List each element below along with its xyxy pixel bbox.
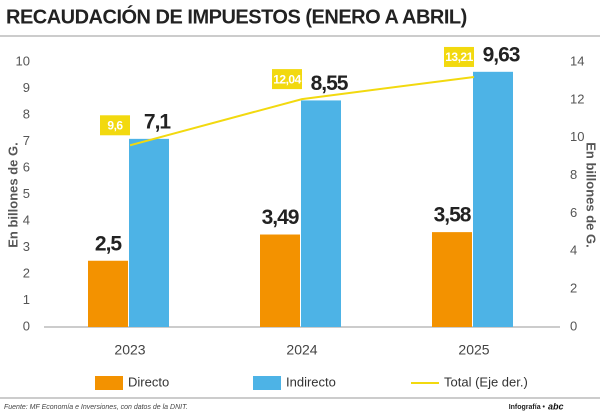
y2-axis-label: En billones de G. bbox=[584, 142, 599, 247]
y-tick-label: 8 bbox=[23, 106, 30, 121]
y2-tick-label: 6 bbox=[570, 205, 577, 220]
bar bbox=[260, 234, 300, 327]
y2-tick-label: 12 bbox=[570, 91, 584, 106]
y-tick-label: 0 bbox=[23, 318, 30, 333]
bar bbox=[432, 232, 472, 327]
label-box bbox=[272, 69, 302, 90]
value-label: 8,55 bbox=[311, 72, 349, 95]
x-tick-label: 2025 bbox=[458, 342, 489, 358]
bar bbox=[88, 260, 128, 327]
y-axis-label: En billones de G. bbox=[5, 142, 20, 247]
logo: abc bbox=[548, 401, 564, 411]
y2-tick-label: 2 bbox=[570, 281, 577, 296]
y-tick-label: 7 bbox=[23, 133, 30, 148]
credit: Infografía • bbox=[509, 404, 546, 411]
value-label: 7,1 bbox=[144, 110, 172, 133]
legend-swatch bbox=[253, 376, 281, 390]
y-tick-label: 6 bbox=[23, 159, 30, 174]
value-label: 3,58 bbox=[434, 204, 472, 227]
y2-tick-label: 8 bbox=[570, 167, 577, 182]
bar bbox=[301, 100, 341, 327]
y2-tick-label: 14 bbox=[570, 53, 584, 68]
legend-label: Indirecto bbox=[286, 374, 336, 389]
x-tick-label: 2023 bbox=[114, 342, 145, 358]
y-tick-label: 9 bbox=[23, 80, 30, 95]
chart-title: RECAUDACIÓN DE IMPUESTOS (ENERO A ABRIL) bbox=[6, 4, 467, 28]
y2-tick-label: 0 bbox=[570, 318, 577, 333]
y-tick-label: 3 bbox=[23, 239, 30, 254]
source: Fuente: MF Economía e Inversiones, con d… bbox=[4, 404, 188, 411]
y-tick-label: 1 bbox=[23, 292, 30, 307]
y2-tick-label: 10 bbox=[570, 129, 584, 144]
total-line bbox=[129, 75, 475, 147]
legend-label: Directo bbox=[128, 374, 169, 389]
legend-label: Total (Eje der.) bbox=[444, 374, 528, 389]
y2-tick-label: 4 bbox=[570, 243, 577, 258]
bar bbox=[129, 138, 169, 327]
y-tick-label: 2 bbox=[23, 265, 30, 280]
y-tick-label: 10 bbox=[16, 53, 30, 68]
bar bbox=[473, 71, 513, 328]
y-tick-label: 4 bbox=[23, 212, 30, 227]
value-label: 9,63 bbox=[483, 43, 520, 66]
x-tick-label: 2024 bbox=[286, 342, 317, 358]
label-box bbox=[100, 115, 130, 136]
legend-swatch bbox=[95, 376, 123, 390]
value-label: 12,04 bbox=[273, 72, 301, 86]
label-box bbox=[444, 46, 474, 67]
value-label: 3,49 bbox=[262, 206, 299, 229]
value-label: 13,21 bbox=[445, 50, 473, 64]
y-tick-label: 5 bbox=[23, 186, 30, 201]
value-label: 9,6 bbox=[107, 118, 123, 132]
value-label: 2,5 bbox=[95, 232, 123, 255]
